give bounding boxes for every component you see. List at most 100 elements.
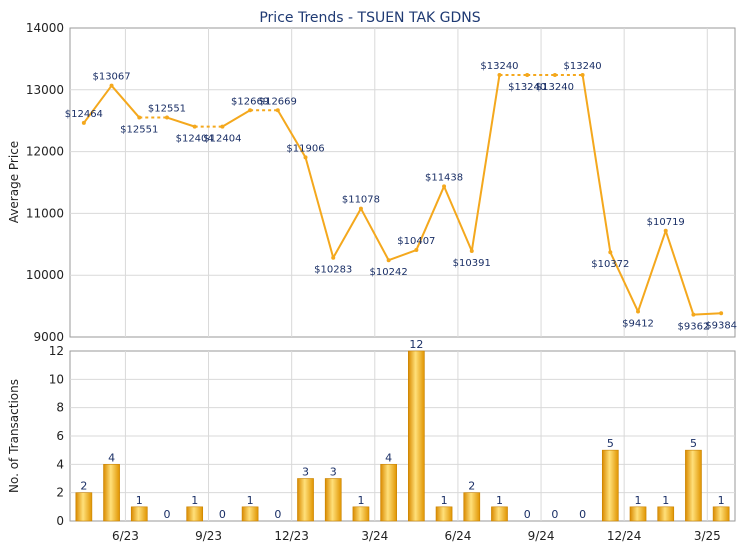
bar-y-tick: 10 xyxy=(49,372,64,386)
transaction-data-label: 0 xyxy=(274,508,281,521)
price-point xyxy=(442,184,447,189)
bar-y-tick-labels: 0 2 4 6 8 10 12 xyxy=(49,344,64,528)
line-y-tick: 10000 xyxy=(26,268,64,282)
transaction-data-label: 3 xyxy=(302,466,309,479)
price-line-segment xyxy=(664,230,695,315)
transaction-data-label: 1 xyxy=(357,494,364,507)
price-line-segment xyxy=(166,116,195,128)
price-point xyxy=(719,311,724,316)
price-data-label: $13240 xyxy=(564,61,602,72)
transaction-data-label: 1 xyxy=(662,494,669,507)
transaction-data-label: 1 xyxy=(635,494,642,507)
price-line-segment xyxy=(581,74,612,253)
line-y-tick: 13000 xyxy=(26,83,64,97)
transaction-bar xyxy=(712,506,730,522)
price-data-label: $10391 xyxy=(453,258,491,269)
price-data-label: $9412 xyxy=(622,319,654,330)
line-y-tick: 11000 xyxy=(26,206,64,220)
price-point xyxy=(275,108,280,113)
price-point xyxy=(109,83,114,88)
x-tick-labels: 6/23 9/23 12/23 3/24 6/24 9/24 12/24 3/25 xyxy=(112,529,721,543)
transaction-data-label: 4 xyxy=(108,451,115,464)
price-line-segment xyxy=(83,85,113,124)
price-line-segment xyxy=(332,208,362,259)
transaction-bar xyxy=(186,506,204,522)
price-data-label: $12551 xyxy=(148,104,186,115)
price-data-label: $11906 xyxy=(286,143,324,154)
price-point xyxy=(358,206,363,211)
transaction-data-label: 12 xyxy=(409,338,423,351)
transaction-bar xyxy=(491,506,508,522)
price-line-segment xyxy=(415,185,445,251)
transaction-data-label: 0 xyxy=(163,508,170,521)
price-point xyxy=(608,250,613,255)
line-grid xyxy=(70,28,735,337)
line-y-tick: 12000 xyxy=(26,145,64,159)
price-data-label: $13067 xyxy=(92,72,130,83)
bar-y-tick: 4 xyxy=(56,457,64,471)
price-point xyxy=(386,258,391,263)
price-line-segment xyxy=(609,251,639,312)
transaction-bar xyxy=(297,478,314,522)
chart-title: Price Trends - TSUEN TAK GDNS xyxy=(259,10,480,26)
transaction-bar xyxy=(463,492,481,522)
price-data-label: $10719 xyxy=(647,217,685,228)
price-point xyxy=(192,124,197,129)
x-tick-label: 9/24 xyxy=(528,529,555,543)
price-point xyxy=(691,312,696,317)
transaction-bar xyxy=(324,478,342,522)
price-data-label: $12464 xyxy=(65,109,103,120)
x-tick-label: 3/24 xyxy=(361,529,388,543)
price-data-label: $10242 xyxy=(370,267,408,278)
price-point xyxy=(220,124,225,129)
price-line-segment xyxy=(304,157,335,258)
price-point xyxy=(164,115,169,120)
transaction-bar xyxy=(380,464,397,522)
transaction-bar xyxy=(629,506,647,522)
x-tick-label: 9/23 xyxy=(195,529,222,543)
price-point xyxy=(580,72,585,77)
x-tick-label: 6/23 xyxy=(112,529,139,543)
transaction-data-label: 5 xyxy=(690,437,697,450)
price-series xyxy=(81,72,724,317)
price-data-label: $12669 xyxy=(231,96,269,107)
price-point xyxy=(137,115,142,120)
x-tick-label: 12/23 xyxy=(274,529,309,543)
price-data-label: $9362 xyxy=(678,322,710,333)
transaction-data-label: 2 xyxy=(468,480,475,493)
transaction-bar xyxy=(657,506,675,522)
price-data-label: $10283 xyxy=(314,265,352,276)
price-point xyxy=(663,228,668,233)
transaction-bars xyxy=(75,350,730,522)
price-data-label: $10372 xyxy=(591,259,629,270)
line-y-axis-label: Average Price xyxy=(7,141,21,223)
price-data-label: $12551 xyxy=(120,125,158,136)
bar-y-axis-label: No. of Transactions xyxy=(7,379,21,493)
price-data-label: $11078 xyxy=(342,195,380,206)
price-data-label: $13240 xyxy=(480,61,518,72)
transaction-data-label: 1 xyxy=(247,494,254,507)
price-point xyxy=(81,120,86,125)
price-point xyxy=(552,72,557,77)
price-data-label: $12404 xyxy=(176,134,214,145)
price-data-label: $13240 xyxy=(536,82,574,93)
transaction-data-label: 0 xyxy=(524,508,531,521)
transaction-data-label: 0 xyxy=(579,508,586,521)
bar-y-tick: 2 xyxy=(56,486,64,500)
transaction-bar xyxy=(408,350,425,522)
price-line-segment xyxy=(276,109,307,158)
transaction-data-label: 2 xyxy=(80,480,87,493)
price-data-label: $12404 xyxy=(203,134,241,145)
x-tick-label: 6/24 xyxy=(444,529,471,543)
price-line-segment xyxy=(443,185,473,252)
transaction-data-label: 1 xyxy=(136,494,143,507)
bar-y-tick: 6 xyxy=(56,429,64,443)
transaction-bar xyxy=(435,506,453,522)
price-line-segment xyxy=(360,208,390,261)
price-point xyxy=(414,248,419,253)
bar-y-tick: 8 xyxy=(56,401,64,415)
bar-y-tick: 12 xyxy=(49,344,64,358)
transaction-data-label: 3 xyxy=(330,466,337,479)
bar-y-tick: 0 xyxy=(56,514,64,528)
